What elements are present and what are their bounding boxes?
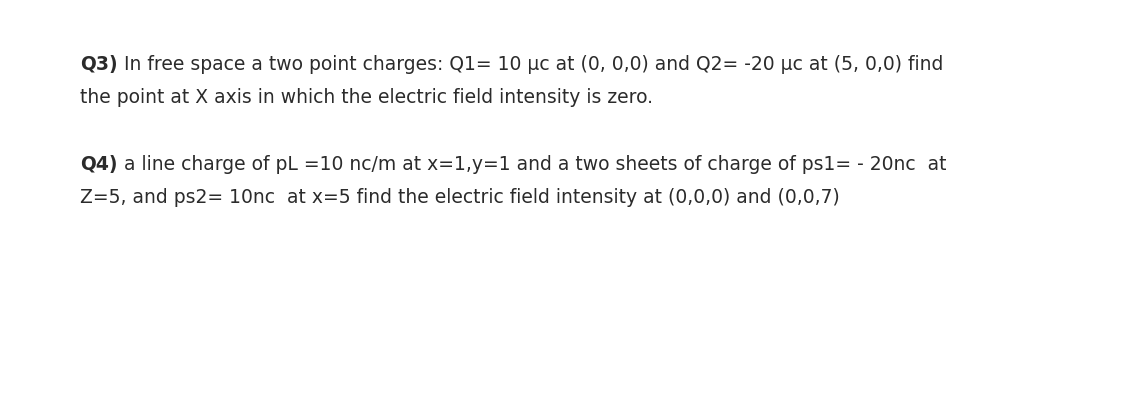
Text: In free space a two point charges: Q1= 10 μc at (0, 0,0) and Q2= -20 μc at (5, 0: In free space a two point charges: Q1= 1… <box>118 55 943 74</box>
Text: a line charge of pL =10 nc/m at x=1,y=1 and a two sheets of charge of ps1= - 20n: a line charge of pL =10 nc/m at x=1,y=1 … <box>117 155 946 173</box>
Text: Q4): Q4) <box>80 155 117 173</box>
Text: Q3): Q3) <box>80 55 118 74</box>
Text: the point at X axis in which the electric field intensity is zero.: the point at X axis in which the electri… <box>80 88 652 107</box>
Text: Z=5, and ps2= 10nc  at x=5 find the electric field intensity at (0,0,0) and (0,0: Z=5, and ps2= 10nc at x=5 find the elect… <box>80 188 839 207</box>
